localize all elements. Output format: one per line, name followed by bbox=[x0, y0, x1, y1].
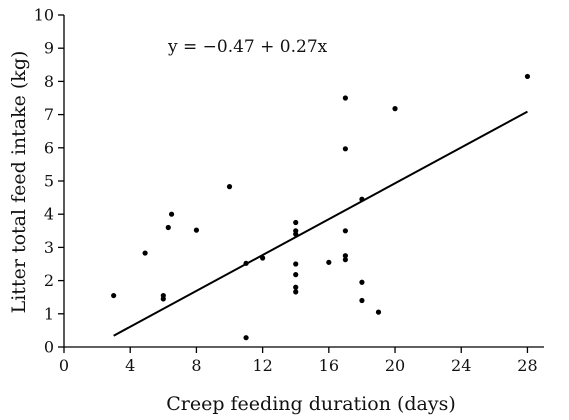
data-point bbox=[165, 224, 171, 231]
data-point bbox=[226, 184, 233, 190]
x-tick-label: 12 bbox=[252, 356, 272, 375]
y-tick-label: 9 bbox=[44, 39, 54, 58]
data-point bbox=[342, 257, 348, 263]
data-point bbox=[168, 211, 175, 217]
y-tick-label: 7 bbox=[44, 105, 54, 124]
y-tick-label: 1 bbox=[44, 304, 54, 323]
data-point bbox=[524, 73, 531, 80]
y-tick-label: 3 bbox=[44, 238, 54, 257]
data-point bbox=[359, 297, 365, 304]
regression-line bbox=[113, 110, 528, 337]
data-point bbox=[293, 284, 299, 290]
y-tick-label: 8 bbox=[44, 72, 54, 91]
x-axis-ticks: 0 4 8 12 16 20 24 28 bbox=[59, 347, 538, 375]
data-point bbox=[293, 261, 299, 267]
x-tick-label: 4 bbox=[125, 356, 135, 375]
y-tick-label: 10 bbox=[34, 6, 54, 25]
data-point bbox=[342, 253, 348, 259]
data-point bbox=[293, 289, 299, 295]
x-tick-label: 24 bbox=[451, 356, 471, 375]
data-point bbox=[160, 296, 166, 302]
data-point bbox=[342, 95, 348, 101]
y-tick-label: 4 bbox=[44, 205, 54, 224]
data-point bbox=[392, 106, 398, 112]
data-points bbox=[111, 73, 531, 341]
regression-equation: y = −0.47 + 0.27x bbox=[167, 37, 328, 57]
data-point bbox=[142, 250, 148, 256]
x-tick-label: 0 bbox=[59, 356, 69, 375]
y-tick-label: 6 bbox=[44, 138, 54, 157]
data-point bbox=[359, 279, 365, 285]
data-point bbox=[193, 227, 200, 233]
data-point bbox=[293, 272, 299, 278]
data-point bbox=[326, 259, 332, 265]
x-axis-title: Creep feeding duration (days) bbox=[166, 393, 456, 415]
x-tick-label: 8 bbox=[191, 356, 201, 375]
y-tick-label: 0 bbox=[44, 338, 54, 357]
data-point bbox=[342, 228, 348, 234]
data-point bbox=[243, 335, 249, 341]
x-tick-label: 20 bbox=[385, 356, 405, 375]
data-point bbox=[375, 309, 382, 315]
x-tick-label: 28 bbox=[517, 356, 537, 375]
y-tick-label: 2 bbox=[44, 271, 54, 290]
y-axis-ticks: 0 1 2 3 4 5 6 7 8 9 10 bbox=[34, 6, 64, 357]
data-point bbox=[293, 219, 299, 226]
data-point bbox=[111, 292, 117, 299]
data-point bbox=[342, 146, 348, 152]
y-axis-title: Litter total feed intake (kg) bbox=[8, 51, 30, 314]
y-tick-label: 5 bbox=[44, 172, 54, 191]
x-tick-label: 16 bbox=[319, 356, 339, 375]
